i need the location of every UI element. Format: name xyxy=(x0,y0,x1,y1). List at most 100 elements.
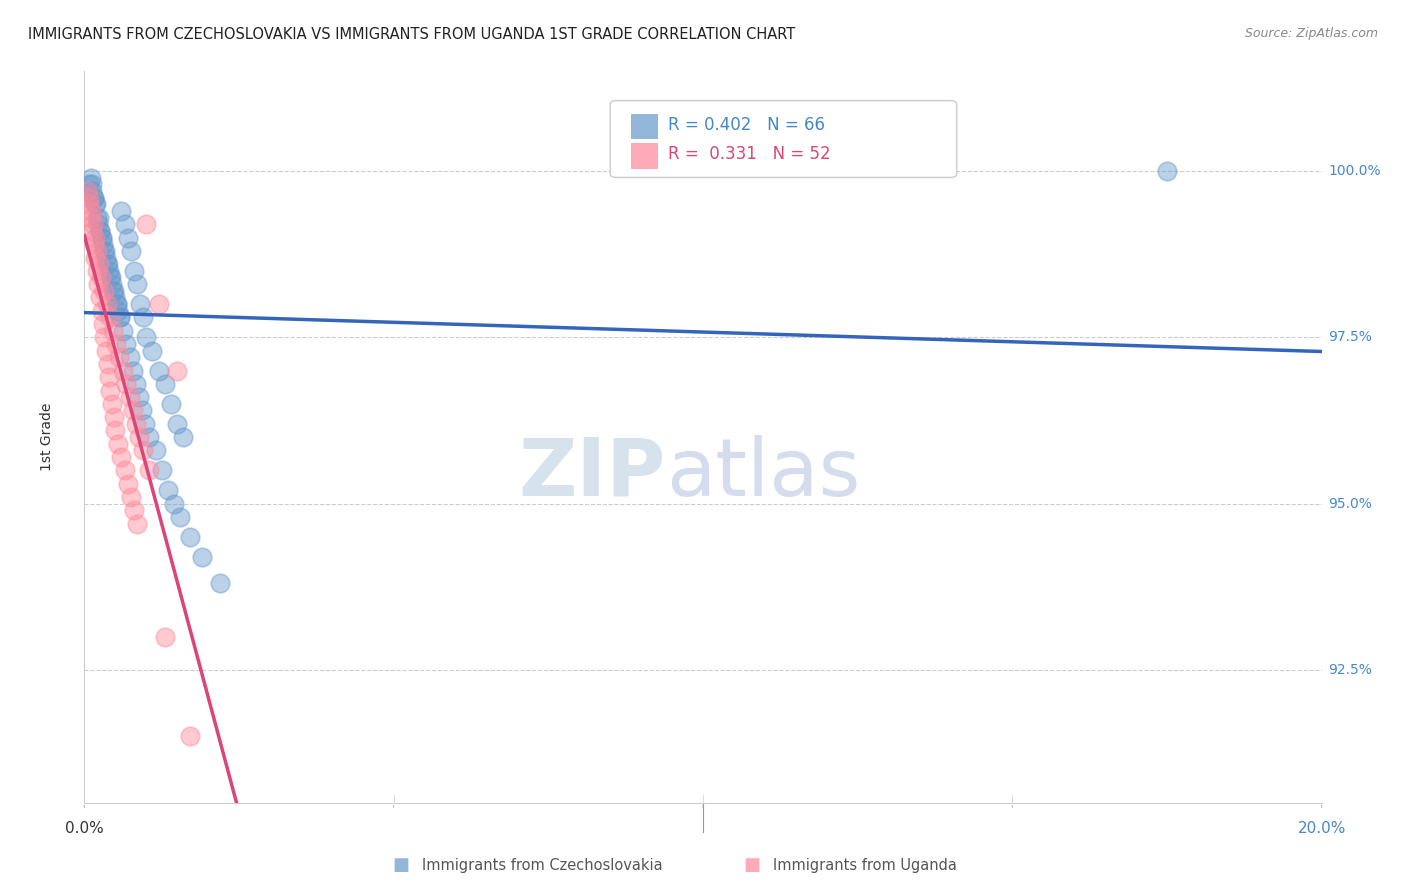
Point xyxy=(97,257,120,271)
Point xyxy=(120,244,142,258)
Text: 0.0%: 0.0% xyxy=(65,821,104,836)
Point xyxy=(120,490,142,504)
Point xyxy=(135,217,157,231)
Point xyxy=(128,430,150,444)
Point xyxy=(138,463,160,477)
Point xyxy=(114,463,136,477)
Point xyxy=(103,284,125,298)
Point xyxy=(118,390,141,404)
Point xyxy=(91,230,114,244)
Point xyxy=(134,417,156,431)
Point xyxy=(80,204,103,219)
Point xyxy=(148,297,170,311)
Point xyxy=(94,343,117,358)
Point xyxy=(122,264,145,278)
Point xyxy=(83,237,105,252)
Point xyxy=(89,257,111,271)
Point xyxy=(107,436,129,450)
Point xyxy=(101,324,124,338)
Point xyxy=(90,303,112,318)
Point xyxy=(191,549,214,564)
Point xyxy=(93,244,115,258)
Point xyxy=(172,430,194,444)
Point xyxy=(94,244,117,258)
Point xyxy=(101,397,124,411)
Text: ■: ■ xyxy=(392,856,409,874)
Point xyxy=(166,417,188,431)
Point xyxy=(97,357,120,371)
Point xyxy=(89,290,111,304)
Text: Immigrants from Uganda: Immigrants from Uganda xyxy=(773,858,957,872)
Point xyxy=(125,417,148,431)
Point xyxy=(101,277,124,292)
Point xyxy=(118,351,141,365)
Point xyxy=(125,376,148,391)
Point xyxy=(96,297,118,311)
Text: ZIP: ZIP xyxy=(519,434,666,513)
Point xyxy=(132,310,155,325)
Text: 1st Grade: 1st Grade xyxy=(41,403,55,471)
Point xyxy=(166,363,188,377)
Point xyxy=(91,317,114,331)
Point xyxy=(114,337,136,351)
Point xyxy=(93,284,115,298)
Point xyxy=(76,184,98,198)
Point xyxy=(89,224,111,238)
Point xyxy=(93,330,115,344)
Text: R =  0.331   N = 52: R = 0.331 N = 52 xyxy=(668,145,831,163)
Text: R = 0.402   N = 66: R = 0.402 N = 66 xyxy=(668,116,825,134)
Point xyxy=(156,483,179,498)
Text: 97.5%: 97.5% xyxy=(1329,330,1372,344)
Point xyxy=(1156,164,1178,178)
Point xyxy=(112,324,135,338)
Point xyxy=(98,270,121,285)
Text: 20.0%: 20.0% xyxy=(1298,821,1346,836)
Point xyxy=(103,410,125,425)
Point xyxy=(121,363,143,377)
Text: 92.5%: 92.5% xyxy=(1329,663,1372,677)
Point xyxy=(110,450,132,464)
Point xyxy=(87,217,110,231)
Text: IMMIGRANTS FROM CZECHOSLOVAKIA VS IMMIGRANTS FROM UGANDA 1ST GRADE CORRELATION C: IMMIGRANTS FROM CZECHOSLOVAKIA VS IMMIGR… xyxy=(28,27,796,42)
Point xyxy=(104,290,127,304)
Point xyxy=(129,297,152,311)
Point xyxy=(153,376,176,391)
Point xyxy=(82,217,104,231)
Point xyxy=(90,270,112,285)
Point xyxy=(83,230,105,244)
Point xyxy=(98,310,121,325)
Point xyxy=(128,390,150,404)
Text: ■: ■ xyxy=(744,856,761,874)
Point xyxy=(98,264,121,278)
Point xyxy=(84,197,107,211)
Point xyxy=(87,211,110,225)
Text: Immigrants from Czechoslovakia: Immigrants from Czechoslovakia xyxy=(422,858,662,872)
FancyBboxPatch shape xyxy=(610,101,956,178)
Point xyxy=(105,297,128,311)
Point xyxy=(108,351,131,365)
Point xyxy=(84,197,107,211)
Point xyxy=(83,191,105,205)
Point xyxy=(138,430,160,444)
Point xyxy=(96,257,118,271)
Point xyxy=(94,251,117,265)
Point xyxy=(79,197,101,211)
Point xyxy=(125,277,148,292)
Point xyxy=(89,224,111,238)
FancyBboxPatch shape xyxy=(631,143,658,169)
Point xyxy=(105,297,128,311)
Point xyxy=(163,497,186,511)
Point xyxy=(108,310,131,325)
Point xyxy=(80,224,103,238)
Point xyxy=(141,343,163,358)
Point xyxy=(148,363,170,377)
Point xyxy=(125,516,148,531)
Point xyxy=(80,184,103,198)
Point xyxy=(132,443,155,458)
Point xyxy=(179,530,201,544)
Point xyxy=(79,170,101,185)
Point xyxy=(91,237,114,252)
Point xyxy=(83,191,105,205)
Point xyxy=(111,363,134,377)
Point xyxy=(117,230,139,244)
